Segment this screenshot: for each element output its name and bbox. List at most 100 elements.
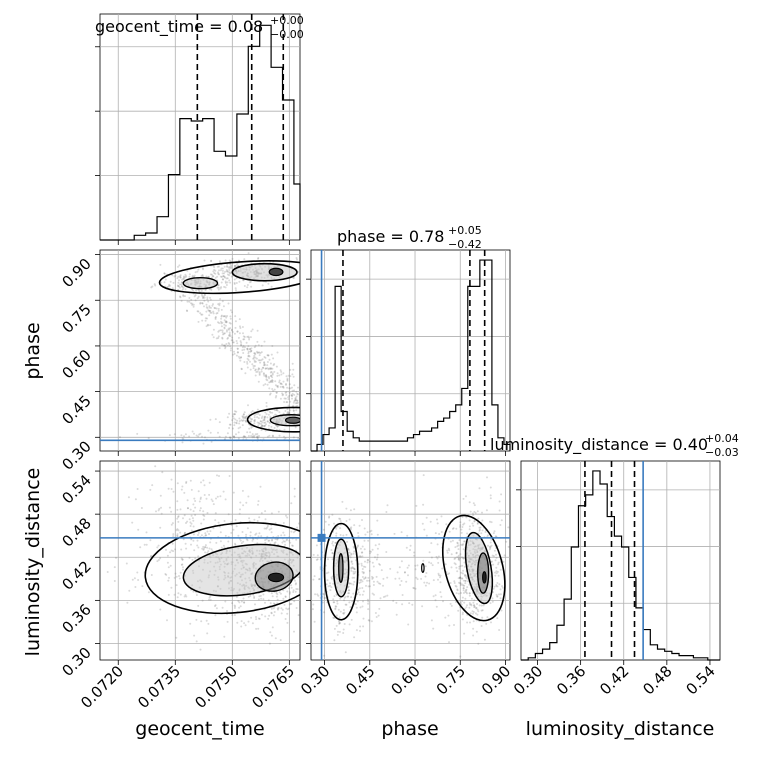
scatter-distance-geocent-time-sample xyxy=(291,553,294,556)
scatter-phase-geocent-time-sample xyxy=(220,308,223,311)
scatter-distance-phase-sample xyxy=(477,586,479,589)
scatter-distance-phase-sample xyxy=(475,559,478,562)
scatter-phase-geocent-time-sample xyxy=(208,309,211,312)
scatter-distance-geocent-time-sample xyxy=(228,581,231,584)
scatter-phase-geocent-time-sample xyxy=(226,265,228,268)
scatter-distance-geocent-time-sample xyxy=(232,528,235,531)
scatter-distance-phase-contour-core-right xyxy=(482,571,487,584)
scatter-distance-geocent-time-sample xyxy=(133,577,136,580)
scatter-phase-geocent-time-sample xyxy=(240,419,243,422)
scatter-distance-phase-sample xyxy=(474,574,477,577)
scatter-distance-geocent-time-sample xyxy=(286,608,289,611)
scatter-phase-geocent-time-sample xyxy=(249,368,252,371)
scatter-distance-phase-sample xyxy=(473,545,476,548)
scatter-phase-geocent-time-sample xyxy=(193,295,196,298)
scatter-distance-geocent-time-sample xyxy=(189,525,192,527)
scatter-phase-geocent-time-sample xyxy=(228,436,231,439)
scatter-phase-geocent-time-sample xyxy=(261,424,264,427)
scatter-distance-phase-sample xyxy=(455,527,458,530)
scatter-distance-phase-sample xyxy=(348,589,351,592)
scatter-phase-geocent-time-sample xyxy=(206,323,209,326)
scatter-phase-geocent-time-sample xyxy=(180,299,183,302)
scatter-distance-phase-sample xyxy=(362,600,364,603)
scatter-phase-geocent-time-sample xyxy=(194,271,197,274)
scatter-distance-phase-sample xyxy=(471,522,474,525)
scatter-distance-phase-sample xyxy=(467,580,470,583)
scatter-distance-geocent-time-sample xyxy=(246,568,249,571)
scatter-distance-geocent-time-sample xyxy=(238,589,241,592)
scatter-distance-phase-sample xyxy=(461,611,464,614)
scatter-phase-geocent-time-sample xyxy=(203,296,206,299)
scatter-distance-phase-sample xyxy=(495,572,498,575)
scatter-distance-geocent-time-sample xyxy=(214,561,217,564)
scatter-distance-geocent-time-sample xyxy=(260,613,263,616)
scatter-distance-geocent-time-sample xyxy=(194,557,197,560)
scatter-distance-geocent-time-sample xyxy=(224,571,226,574)
scatter-distance-phase-sample xyxy=(471,568,474,571)
scatter-distance-geocent-time-sample xyxy=(170,586,173,589)
scatter-phase-geocent-time-sample xyxy=(276,385,279,387)
scatter-distance-phase-sample xyxy=(472,556,475,558)
scatter-phase-geocent-time-sample xyxy=(294,399,297,402)
scatter-distance-phase-sample xyxy=(363,539,366,542)
scatter-distance-phase-sample xyxy=(327,585,330,588)
scatter-distance-phase-sample xyxy=(333,595,336,598)
scatter-distance-phase-sample xyxy=(350,526,353,529)
scatter-distance-phase-sample xyxy=(492,563,495,566)
scatter-distance-phase-sample xyxy=(453,582,456,584)
scatter-distance-geocent-time-sample xyxy=(220,553,223,556)
scatter-distance-geocent-time-sample xyxy=(284,618,287,620)
scatter-distance-phase-sample xyxy=(477,554,480,557)
scatter-phase-geocent-time-sample xyxy=(202,442,205,445)
scatter-distance-phase-sample xyxy=(346,595,349,598)
scatter-phase-geocent-time-sample xyxy=(249,350,252,353)
scatter-phase-geocent-time-sample xyxy=(288,383,291,386)
scatter-distance-phase-sample xyxy=(358,587,361,590)
scatter-distance-phase-sample xyxy=(463,565,466,568)
scatter-phase-geocent-time-sample xyxy=(191,276,194,278)
scatter-phase-geocent-time-sample xyxy=(212,270,215,273)
scatter-distance-phase-sample xyxy=(458,565,461,568)
scatter-phase-geocent-time-sample xyxy=(233,421,236,424)
scatter-phase-geocent-time-sample xyxy=(225,316,228,319)
scatter-distance-phase-sample xyxy=(334,605,337,608)
scatter-distance-phase-sample xyxy=(400,560,403,563)
scatter-distance-phase-sample xyxy=(435,605,438,608)
scatter-distance-phase-sample xyxy=(471,576,474,579)
scatter-distance-phase-sample xyxy=(367,559,370,561)
scatter-phase-geocent-time-sample xyxy=(274,380,277,383)
scatter-phase-geocent-time-sample xyxy=(202,296,204,299)
scatter-distance-phase-sample xyxy=(476,588,479,591)
scatter-distance-geocent-time-sample xyxy=(275,595,278,598)
scatter-phase-geocent-time-sample xyxy=(240,343,243,346)
scatter-distance-geocent-time-sample xyxy=(224,600,227,603)
scatter-phase-geocent-time-sample xyxy=(173,275,176,278)
scatter-phase-geocent-time-sample xyxy=(231,419,234,422)
scatter-distance-phase-sample xyxy=(339,534,342,536)
scatter-phase-geocent-time-sample xyxy=(235,410,238,413)
scatter-phase-geocent-time-sample xyxy=(207,429,210,432)
scatter-distance-geocent-time-sample xyxy=(225,557,228,560)
scatter-phase-geocent-time-sample xyxy=(188,300,191,303)
scatter-distance-geocent-time-sample xyxy=(286,553,289,556)
scatter-distance-phase-sample xyxy=(495,566,498,569)
scatter-phase-geocent-time-sample xyxy=(179,274,182,277)
scatter-phase-geocent-time-sample xyxy=(219,329,222,332)
scatter-distance-geocent-time-sample xyxy=(282,549,285,552)
scatter-distance-phase-sample xyxy=(362,590,365,593)
scatter-phase-geocent-time-sample xyxy=(292,436,295,439)
scatter-distance-phase-sample xyxy=(316,593,319,596)
scatter-distance-phase-sample xyxy=(469,543,472,546)
scatter-distance-geocent-time-sample xyxy=(128,589,131,592)
scatter-distance-geocent-time-sample xyxy=(250,616,253,619)
scatter-distance-phase-sample xyxy=(357,588,360,591)
scatter-phase-geocent-time-sample xyxy=(211,273,213,276)
scatter-distance-phase-sample xyxy=(327,571,330,574)
scatter-distance-phase-sample xyxy=(485,509,488,512)
scatter-distance-phase-sample xyxy=(489,494,492,497)
scatter-phase-geocent-time-sample xyxy=(214,318,217,320)
scatter-phase-geocent-time-sample xyxy=(209,311,212,314)
scatter-distance-geocent-time-sample xyxy=(177,516,180,519)
scatter-phase-geocent-time-sample xyxy=(228,267,231,269)
scatter-distance-phase-sample xyxy=(396,571,399,574)
